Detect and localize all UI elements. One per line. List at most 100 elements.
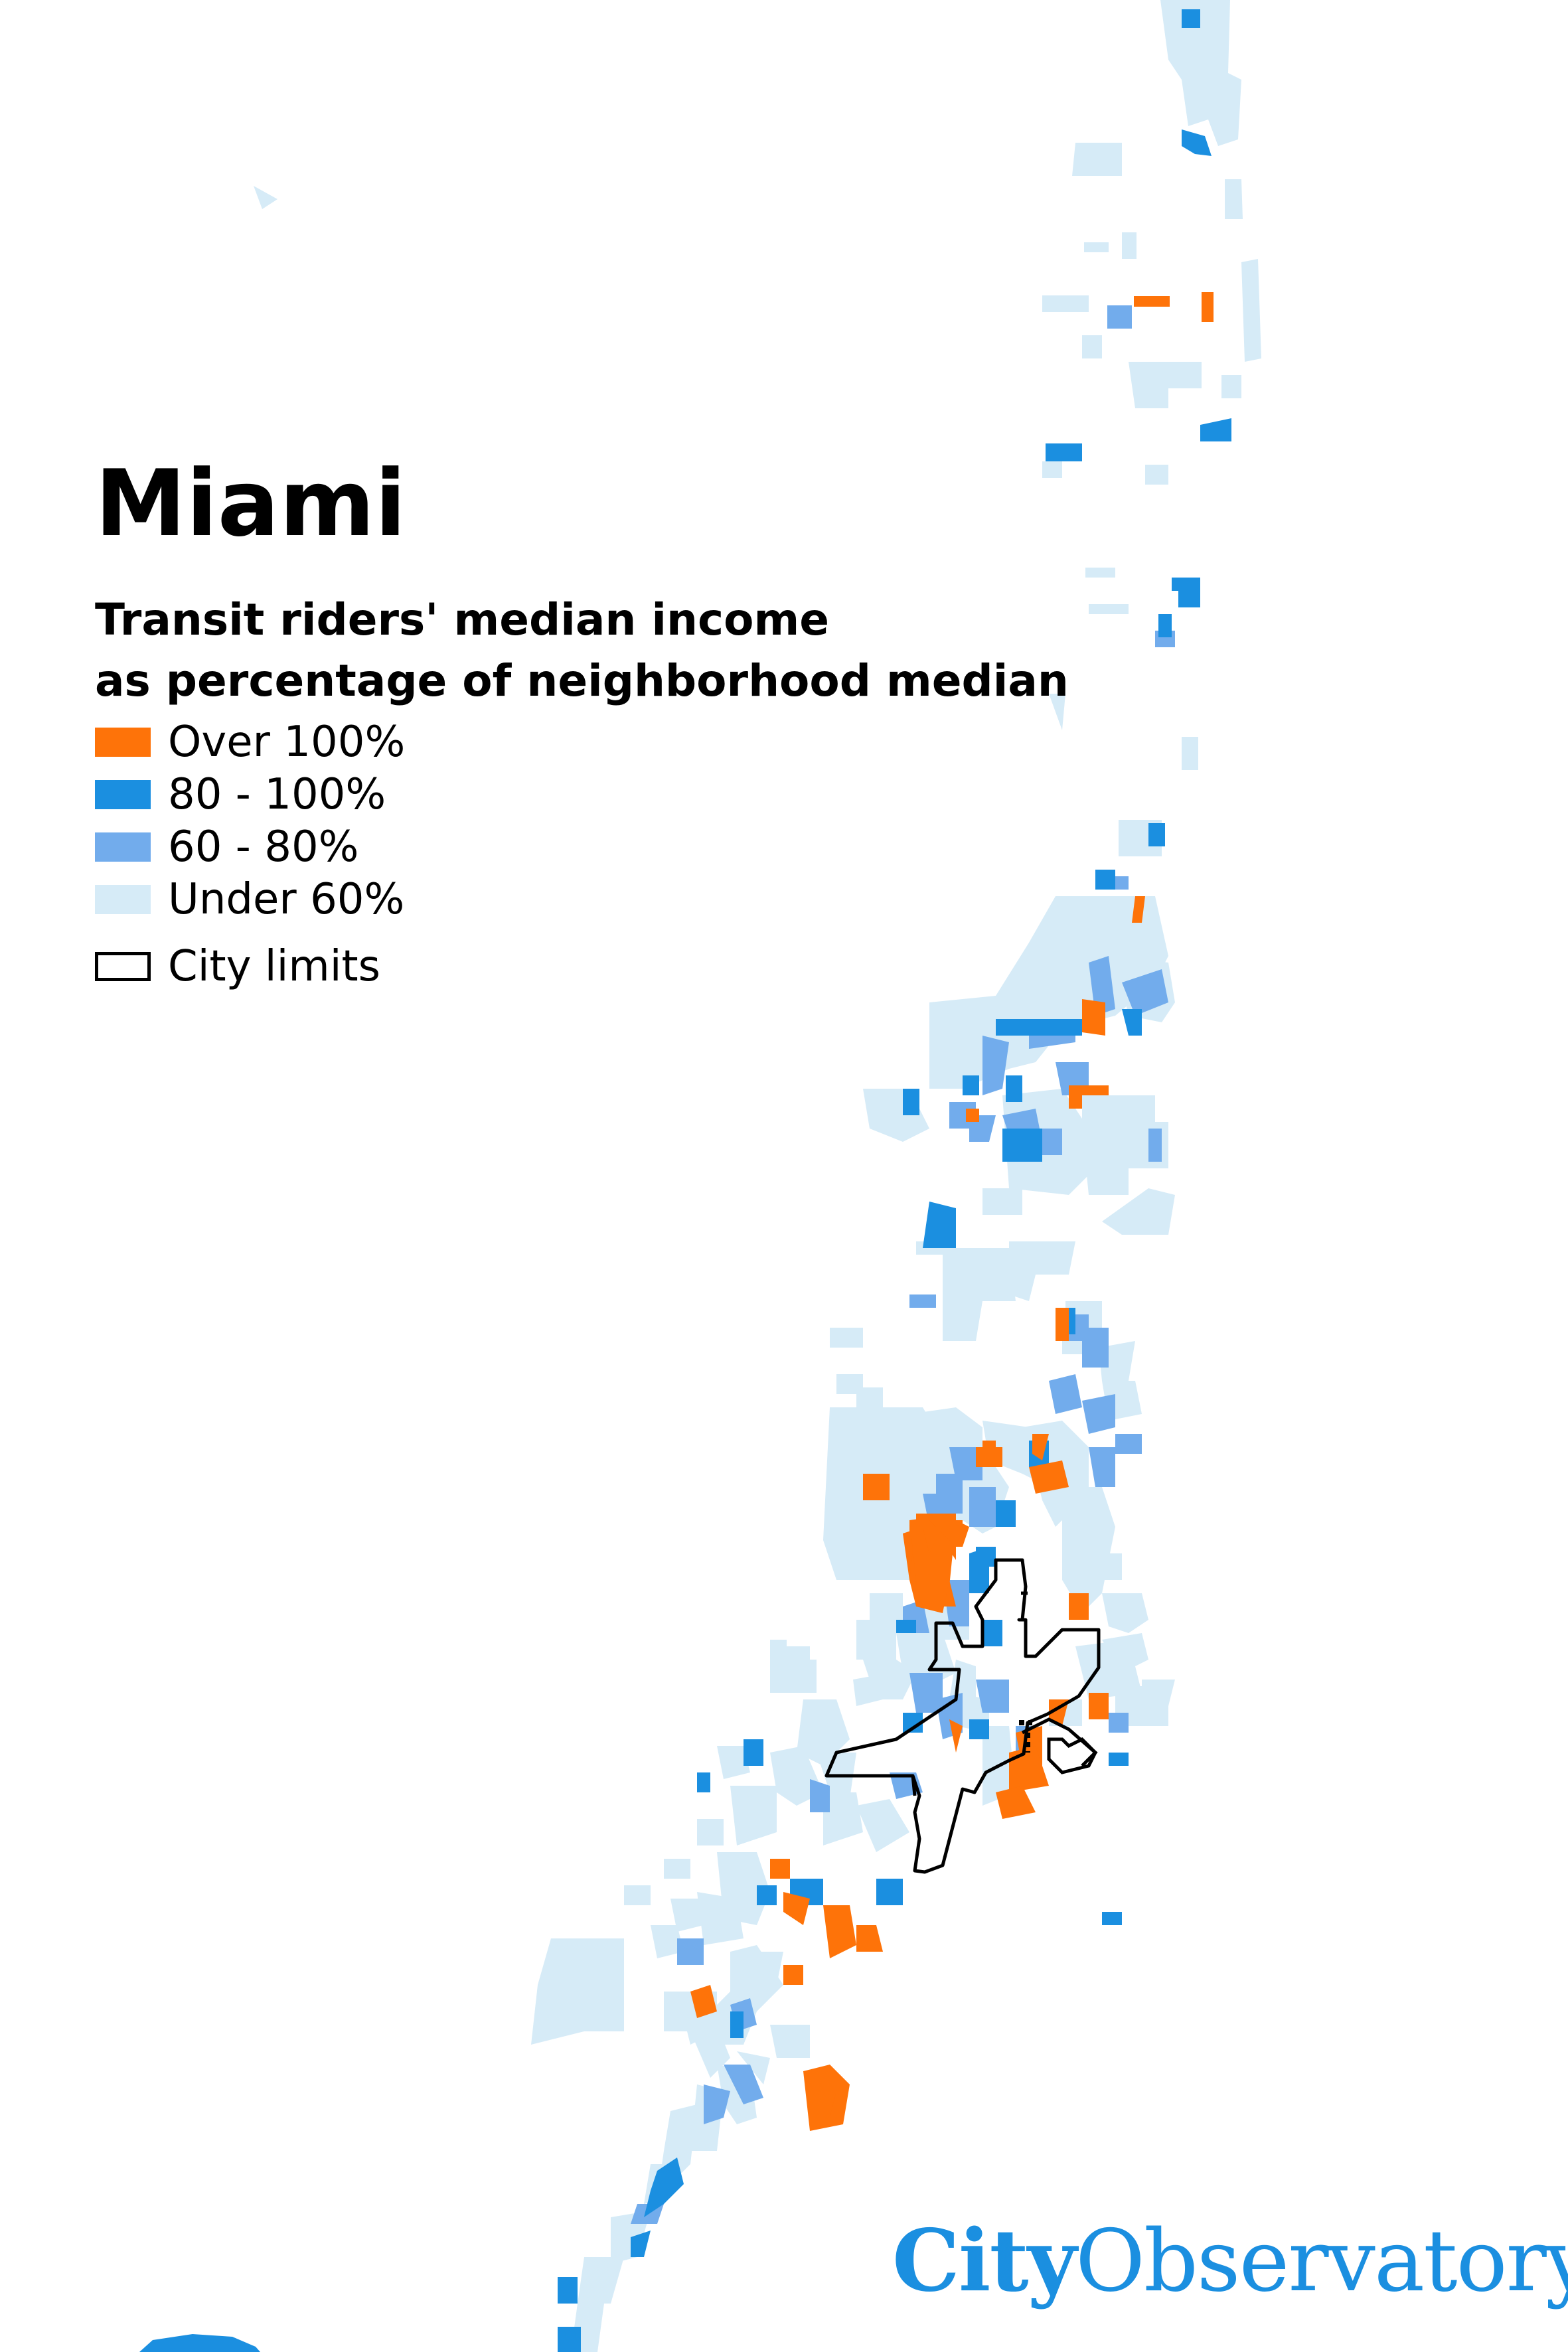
tract-light	[1142, 1680, 1175, 1706]
legend-swatch-80-100	[95, 779, 151, 809]
legend-label-city-limits: City limits	[168, 941, 380, 991]
tract-over-100	[1069, 1593, 1089, 1620]
tract-light	[664, 1859, 690, 1879]
tract-light	[856, 1620, 896, 1660]
tract-60-80	[1049, 1374, 1082, 1414]
tract-light	[823, 1407, 1009, 1580]
tract-light	[1085, 568, 1115, 578]
tract-80-100	[1148, 823, 1165, 846]
water-body	[139, 2334, 260, 2352]
tract-over-100	[770, 1859, 790, 1879]
legend-item-city-limits: City limits	[95, 940, 1069, 992]
tract-80-100	[982, 1620, 1002, 1646]
city-limits-outline	[824, 1558, 1101, 1874]
tract-light	[710, 1945, 783, 2045]
city-observatory-logo: CityObservatory	[892, 2219, 1568, 2304]
tract-over-100	[916, 1580, 949, 1613]
tract-over-100	[923, 1527, 943, 1553]
tract-80-100	[697, 1772, 710, 1792]
tract-light	[531, 1938, 624, 2045]
legend-label-under-60: Under 60%	[168, 874, 405, 924]
tract-light	[624, 1885, 651, 1905]
tract-80-100	[996, 1019, 1082, 1036]
legend-title-line-2: as percentage of neighborhood median	[95, 655, 1069, 706]
tract-light	[1009, 1241, 1075, 1301]
legend-item-80-100: 80 - 100%	[95, 768, 1069, 821]
tract-80-100	[1182, 129, 1212, 156]
tract-light	[664, 1992, 697, 2031]
tract-80-100	[757, 1885, 777, 1905]
tract-80-100	[558, 2327, 581, 2352]
tract-light	[651, 1925, 684, 1958]
logo-text-city: City	[892, 2211, 1077, 2311]
tract-over-100	[863, 1474, 890, 1500]
tract-light	[1072, 143, 1122, 176]
tract-light	[830, 1328, 863, 1348]
tract-light	[697, 1892, 744, 1945]
legend-label-over-100: Over 100%	[168, 717, 406, 767]
tract-over-100	[1056, 1308, 1069, 1341]
tract-light	[863, 1421, 909, 1434]
tract-80-100	[1158, 614, 1172, 637]
tract-80-100	[1095, 870, 1115, 890]
tract-60-80	[724, 2065, 763, 2104]
tract-over-100	[823, 1905, 856, 1958]
tract-over-100	[783, 1892, 810, 1925]
tract-over-100	[996, 1786, 1036, 1819]
city-limits-dash	[1019, 1720, 1032, 1753]
tract-80-100	[1182, 9, 1200, 28]
tract-light	[1241, 259, 1261, 362]
tract-over-100	[949, 1719, 963, 1753]
tract-light	[1160, 0, 1241, 146]
tract-over-100	[1009, 1746, 1049, 1792]
tract-light	[730, 1786, 777, 1845]
tract-light	[1221, 375, 1241, 398]
tract-over-100	[1032, 1434, 1049, 1460]
legend-item-under-60: Under 60%	[95, 873, 1069, 925]
tract-over-100	[690, 1985, 717, 2018]
tracts-over-100	[690, 292, 1214, 2131]
tract-light	[853, 1673, 890, 1706]
tract-60-80	[982, 1036, 1009, 1095]
tract-light	[1089, 604, 1129, 614]
map-title: Miami	[95, 450, 406, 557]
tract-over-100	[1069, 1085, 1109, 1109]
tract-over-100	[1202, 292, 1214, 322]
tract-80-100	[963, 1075, 979, 1095]
legend-swatch-over-100	[95, 727, 151, 757]
tract-60-80	[1122, 969, 1168, 1016]
legend-swatch-60-80	[95, 832, 151, 862]
tract-80-100	[896, 1620, 916, 1633]
legend: Transit riders' median income as percent…	[95, 589, 1069, 992]
tract-80-100	[1006, 1075, 1022, 1102]
tract-over-100	[1082, 999, 1105, 1036]
tract-60-80	[704, 2084, 730, 2124]
tract-light	[1102, 1188, 1175, 1235]
tract-over-100	[976, 1447, 1002, 1467]
tract-80-100	[923, 1202, 956, 1248]
tract-light	[870, 1593, 903, 1620]
tract-80-100	[1122, 1009, 1142, 1036]
legend-item-60-80: 60 - 80%	[95, 821, 1069, 873]
tract-light	[982, 1188, 1022, 1215]
legend-swatch-city-limits	[95, 951, 151, 981]
legend-swatch-under-60	[95, 884, 151, 914]
tract-over-100	[856, 1925, 883, 1952]
tract-light	[1082, 1553, 1122, 1580]
tract-60-80	[1114, 876, 1129, 890]
tract-light	[1082, 1095, 1155, 1129]
tract-light	[578, 2257, 624, 2304]
tract-light	[770, 1646, 810, 1673]
tract-light	[823, 1792, 863, 1845]
tract-light	[254, 186, 277, 209]
tract-80-100	[631, 2231, 651, 2257]
tract-light	[856, 1799, 909, 1852]
tract-80-100	[744, 1739, 763, 1766]
tract-light	[1182, 737, 1198, 770]
tract-60-80	[1089, 956, 1115, 1016]
tract-80-100	[903, 1713, 923, 1733]
tract-80-100	[996, 1500, 1016, 1527]
tract-60-80	[1148, 1129, 1162, 1162]
tract-over-100	[1132, 896, 1145, 923]
tract-80-100	[969, 1719, 989, 1739]
